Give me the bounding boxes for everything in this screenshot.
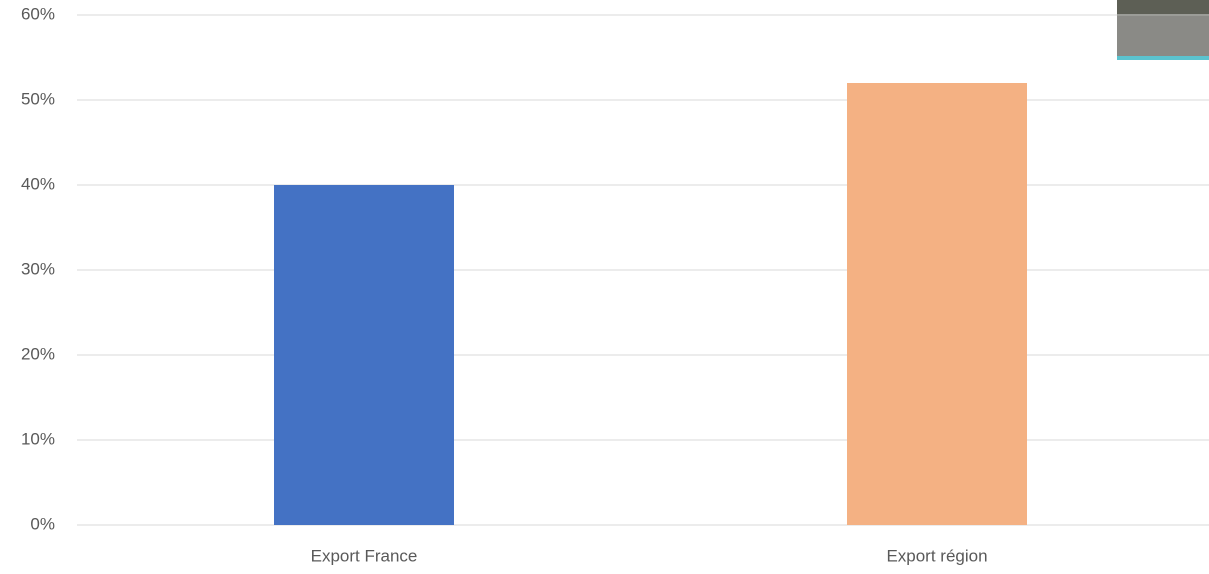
x-tick-label: Export région [886, 546, 987, 565]
page: {"chart_data": {"type": "bar", "categori… [0, 0, 1209, 574]
y-tick-label: 0% [30, 514, 55, 533]
bar [274, 185, 454, 525]
y-tick-label: 50% [21, 89, 55, 108]
bar [847, 83, 1027, 525]
y-tick-label: 10% [21, 429, 55, 448]
y-tick-label: 30% [21, 259, 55, 278]
y-tick-label: 20% [21, 344, 55, 363]
photo-thumbnail [1117, 0, 1209, 60]
y-tick-label: 40% [21, 174, 55, 193]
chart: 0% 10% 20% 30% 40% 50% 60% Export France Export … [0, 0, 1209, 574]
y-tick-label: 60% [21, 4, 55, 23]
x-tick-label: Export France [311, 546, 418, 565]
